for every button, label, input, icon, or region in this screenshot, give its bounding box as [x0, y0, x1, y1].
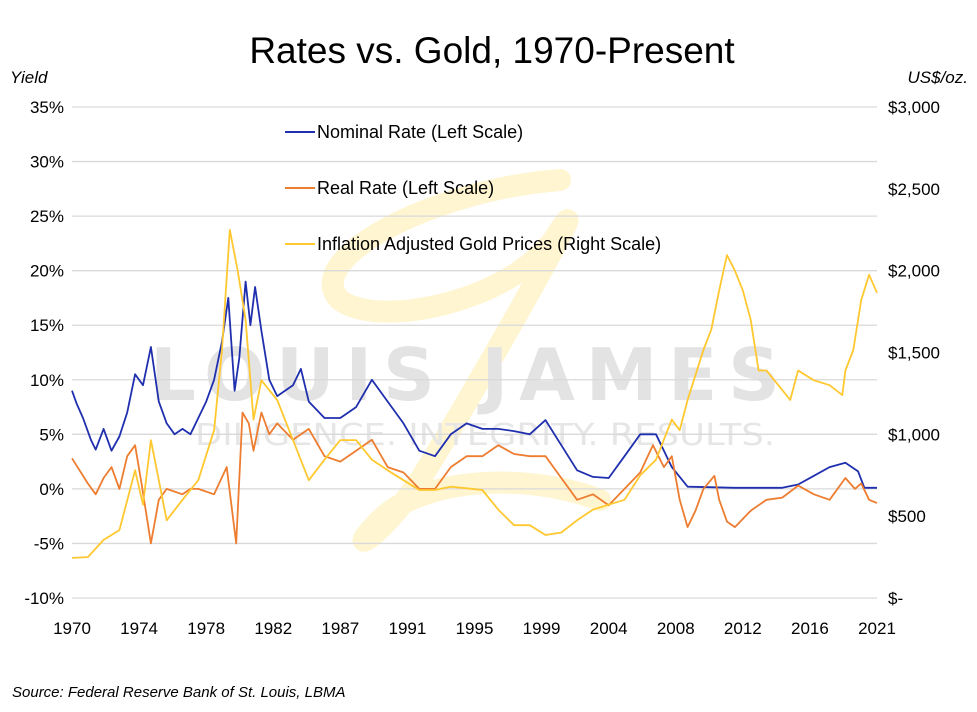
left-tick-label: 35%: [30, 98, 64, 117]
watermark-script-l-logo: [321, 169, 611, 552]
watermark-tagline: DILIGENCE. INTEGRITY. RESULTS.: [195, 418, 775, 453]
series-lines: [71, 228, 878, 559]
series-line-1: [71, 280, 877, 489]
x-tick-label: 2004: [590, 619, 628, 638]
right-axis: $- $500 $1,000 $1,500 $2,000 $2,500 $3,000: [888, 98, 940, 608]
series-line-3: [71, 228, 878, 559]
legend-label: Real Rate (Left Scale): [317, 178, 494, 198]
left-axis: -10% -5% 0% 5% 10% 15% 20% 25% 30% 35%: [24, 98, 64, 608]
x-tick-label: 1978: [187, 619, 225, 638]
left-tick-label: 20%: [30, 262, 64, 281]
left-tick-label: 15%: [30, 316, 64, 335]
right-tick-label: $3,000: [888, 98, 940, 117]
right-tick-label: $-: [888, 589, 903, 608]
gridlines: [72, 106, 877, 599]
left-axis-title: Yield: [10, 68, 48, 87]
x-tick-label: 1987: [321, 619, 359, 638]
x-tick-label: 2008: [657, 619, 695, 638]
right-axis-title: US$/oz.: [908, 68, 968, 87]
legend-label: Inflation Adjusted Gold Prices (Right Sc…: [317, 234, 661, 254]
source-note: Source: Federal Reserve Bank of St. Loui…: [12, 684, 346, 701]
x-tick-label: 1999: [523, 619, 561, 638]
right-tick-label: $1,000: [888, 425, 940, 444]
x-tick-label: 2021: [858, 619, 896, 638]
right-tick-label: $1,500: [888, 344, 940, 363]
right-tick-label: $2,500: [888, 180, 940, 199]
left-tick-label: 10%: [30, 371, 64, 390]
right-tick-label: $2,000: [888, 262, 940, 281]
left-tick-label: 5%: [39, 425, 64, 444]
x-axis: 1970 1974 1978 1982 1987 1991 1995 1999 2004 2008…: [53, 619, 896, 638]
chart-title: Rates vs. Gold, 1970-Present: [249, 30, 735, 71]
x-tick-label: 2012: [724, 619, 762, 638]
x-tick-label: 2016: [791, 619, 829, 638]
right-tick-label: $500: [888, 507, 926, 526]
x-tick-label: 1995: [456, 619, 494, 638]
left-tick-label: 30%: [30, 153, 64, 172]
left-tick-label: -10%: [24, 589, 64, 608]
x-tick-label: 1991: [389, 619, 427, 638]
x-tick-label: 1970: [53, 619, 91, 638]
left-tick-label: 25%: [30, 207, 64, 226]
legend: Nominal Rate (Left Scale) Real Rate (Left…: [285, 122, 661, 254]
left-tick-label: 0%: [39, 480, 64, 499]
left-tick-label: -5%: [34, 534, 64, 553]
series-line-2: [71, 411, 878, 545]
watermark-main: LOUIS JAMES: [150, 333, 780, 417]
x-tick-label: 1982: [254, 619, 292, 638]
legend-label: Nominal Rate (Left Scale): [317, 122, 523, 142]
x-tick-label: 1974: [120, 619, 158, 638]
